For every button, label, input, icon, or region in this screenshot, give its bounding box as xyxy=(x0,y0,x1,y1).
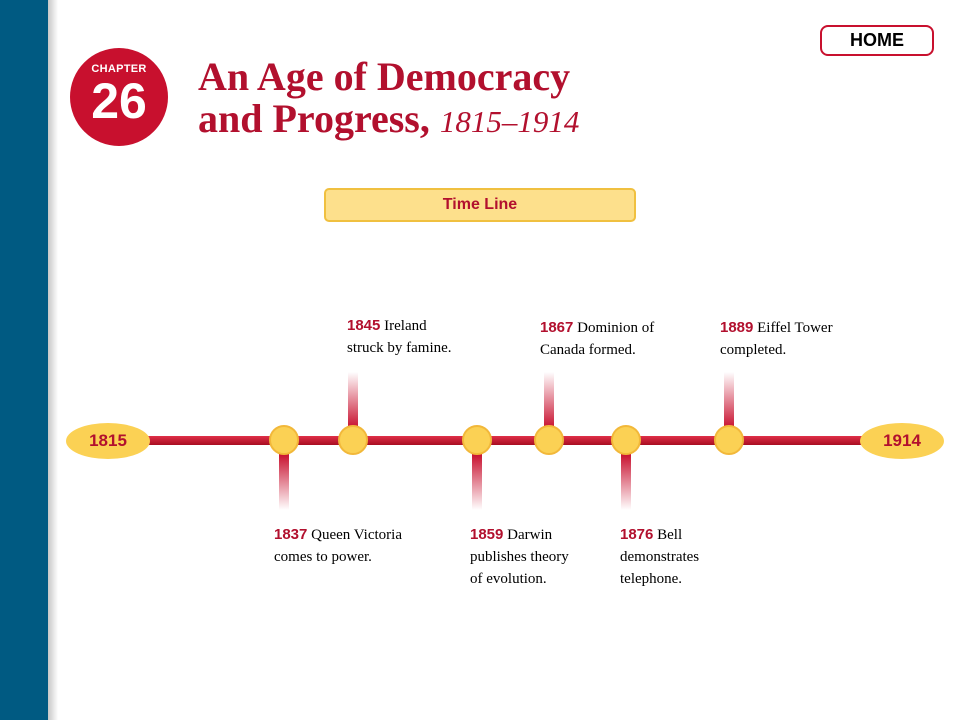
event-label-1845: 1845 Ireland struck by famine. xyxy=(347,315,497,359)
event-text: Queen Victoria xyxy=(311,527,402,543)
event-text: Bell xyxy=(657,527,683,543)
event-text: publishes theory xyxy=(470,549,569,565)
chapter-badge: CHAPTER 26 xyxy=(70,48,168,146)
title-line-1: An Age of Democracy xyxy=(198,54,571,99)
event-label-1867: 1867 Dominion of Canada formed. xyxy=(540,317,690,361)
event-year: 1837 xyxy=(274,526,308,543)
event-text: telephone. xyxy=(620,571,683,587)
event-label-1876: 1876 Bell demonstrates telephone. xyxy=(620,524,730,590)
chapter-number: 26 xyxy=(91,73,147,129)
event-text: completed. xyxy=(720,342,787,358)
event-text: Ireland xyxy=(384,318,427,334)
event-label-1837: 1837 Queen Victoria comes to power. xyxy=(274,524,424,568)
event-connector xyxy=(544,372,554,428)
timeline-axis xyxy=(110,436,910,445)
chapter-label: CHAPTER xyxy=(91,63,147,75)
timeline-end-year: 1914 xyxy=(860,423,944,459)
event-connector xyxy=(472,454,482,510)
event-text: of evolution. xyxy=(470,571,547,587)
event-connector xyxy=(348,372,358,428)
event-text: Dominion of xyxy=(577,320,655,336)
event-text: Darwin xyxy=(507,527,553,543)
event-connector xyxy=(724,372,734,428)
event-text: demonstrates xyxy=(620,549,700,565)
event-year: 1859 xyxy=(470,526,504,543)
timeline-node-1859[interactable] xyxy=(462,425,492,455)
timeline-node-1867[interactable] xyxy=(534,425,564,455)
event-text: Canada formed. xyxy=(540,342,636,358)
event-year: 1876 xyxy=(620,526,654,543)
event-text: Eiffel Tower xyxy=(757,320,833,336)
left-sidebar-band xyxy=(0,0,48,720)
event-year: 1889 xyxy=(720,319,754,336)
event-year: 1845 xyxy=(347,317,381,334)
title-line-2: and Progress, 1815–1914 xyxy=(198,98,579,143)
event-connector xyxy=(279,454,289,510)
timeline-node-1837[interactable] xyxy=(269,425,299,455)
event-text: comes to power. xyxy=(274,549,372,565)
time-line-tab: Time Line xyxy=(324,188,636,222)
event-year: 1867 xyxy=(540,319,574,336)
timeline-node-1876[interactable] xyxy=(611,425,641,455)
timeline-node-1845[interactable] xyxy=(338,425,368,455)
timeline-start-year: 1815 xyxy=(66,423,150,459)
page-title: An Age of Democracy and Progress, 1815–1… xyxy=(198,56,579,143)
event-label-1889: 1889 Eiffel Tower completed. xyxy=(720,317,870,361)
event-text: struck by famine. xyxy=(347,340,452,356)
event-connector xyxy=(621,454,631,510)
title-line-2-text: and Progress, xyxy=(198,96,430,141)
timeline-node-1889[interactable] xyxy=(714,425,744,455)
event-label-1859: 1859 Darwin publishes theory of evolutio… xyxy=(470,524,620,590)
sidebar-shadow xyxy=(48,0,58,720)
home-button[interactable]: HOME xyxy=(820,25,934,56)
title-dates: 1815–1914 xyxy=(439,104,580,139)
